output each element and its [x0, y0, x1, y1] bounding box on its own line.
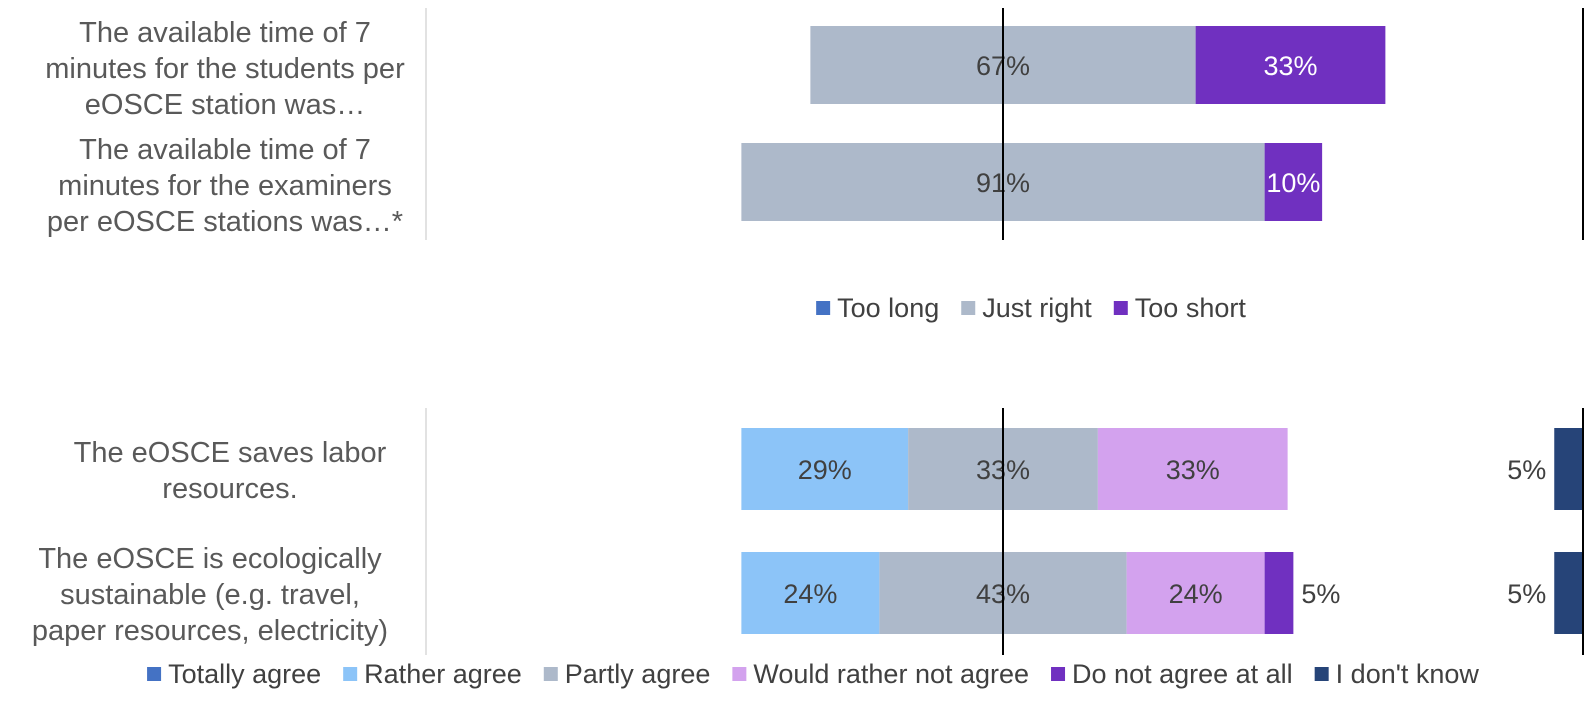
legend-label: Partly agree — [565, 659, 711, 689]
legend-swatch — [343, 667, 358, 681]
legend-swatch — [1113, 301, 1128, 315]
category-label: The eOSCE is ecologically sustainable (e.… — [32, 543, 388, 647]
legend-swatch — [1314, 667, 1329, 681]
legend-label: Totally agree — [168, 659, 321, 689]
category-label: The available time of 7 minutes for the s… — [45, 17, 405, 121]
bar-segment — [741, 428, 909, 510]
legend-swatch — [543, 667, 558, 681]
data-label: 24% — [1169, 579, 1223, 609]
legend-swatch — [147, 667, 162, 681]
data-label: 5% — [1301, 579, 1340, 609]
bar-segment — [1264, 552, 1294, 634]
data-label: 24% — [783, 579, 837, 609]
bar-segment — [1195, 26, 1386, 104]
bar-segment — [741, 552, 880, 634]
category-label: The available time of 7 minutes for the e… — [47, 134, 403, 238]
bar-segment — [1554, 552, 1583, 634]
legend-label: Just right — [982, 293, 1092, 323]
legend-label: Too short — [1135, 293, 1247, 323]
data-label: 5% — [1507, 579, 1546, 609]
data-label: 10% — [1266, 168, 1320, 198]
category-label: The eOSCE saves labor resources. — [74, 437, 387, 505]
legend-label: Do not agree at all — [1072, 659, 1293, 689]
legend-swatch — [961, 301, 976, 315]
data-label: 33% — [1166, 455, 1220, 485]
legend-label: I don't know — [1336, 659, 1480, 689]
data-label: 33% — [1263, 51, 1317, 81]
legend-swatch — [1051, 667, 1066, 681]
data-label: 5% — [1507, 455, 1546, 485]
bar-segment — [1264, 143, 1323, 221]
legend-swatch — [816, 301, 831, 315]
bar-segment — [1554, 428, 1583, 510]
legend-label: Would rather not agree — [753, 659, 1029, 689]
bar-segment — [1126, 552, 1265, 634]
legend-swatch — [732, 667, 747, 681]
legend-label: Rather agree — [364, 659, 522, 689]
legend-label: Too long — [837, 293, 939, 323]
data-label: 29% — [798, 455, 852, 485]
bar-segment — [1097, 428, 1288, 510]
